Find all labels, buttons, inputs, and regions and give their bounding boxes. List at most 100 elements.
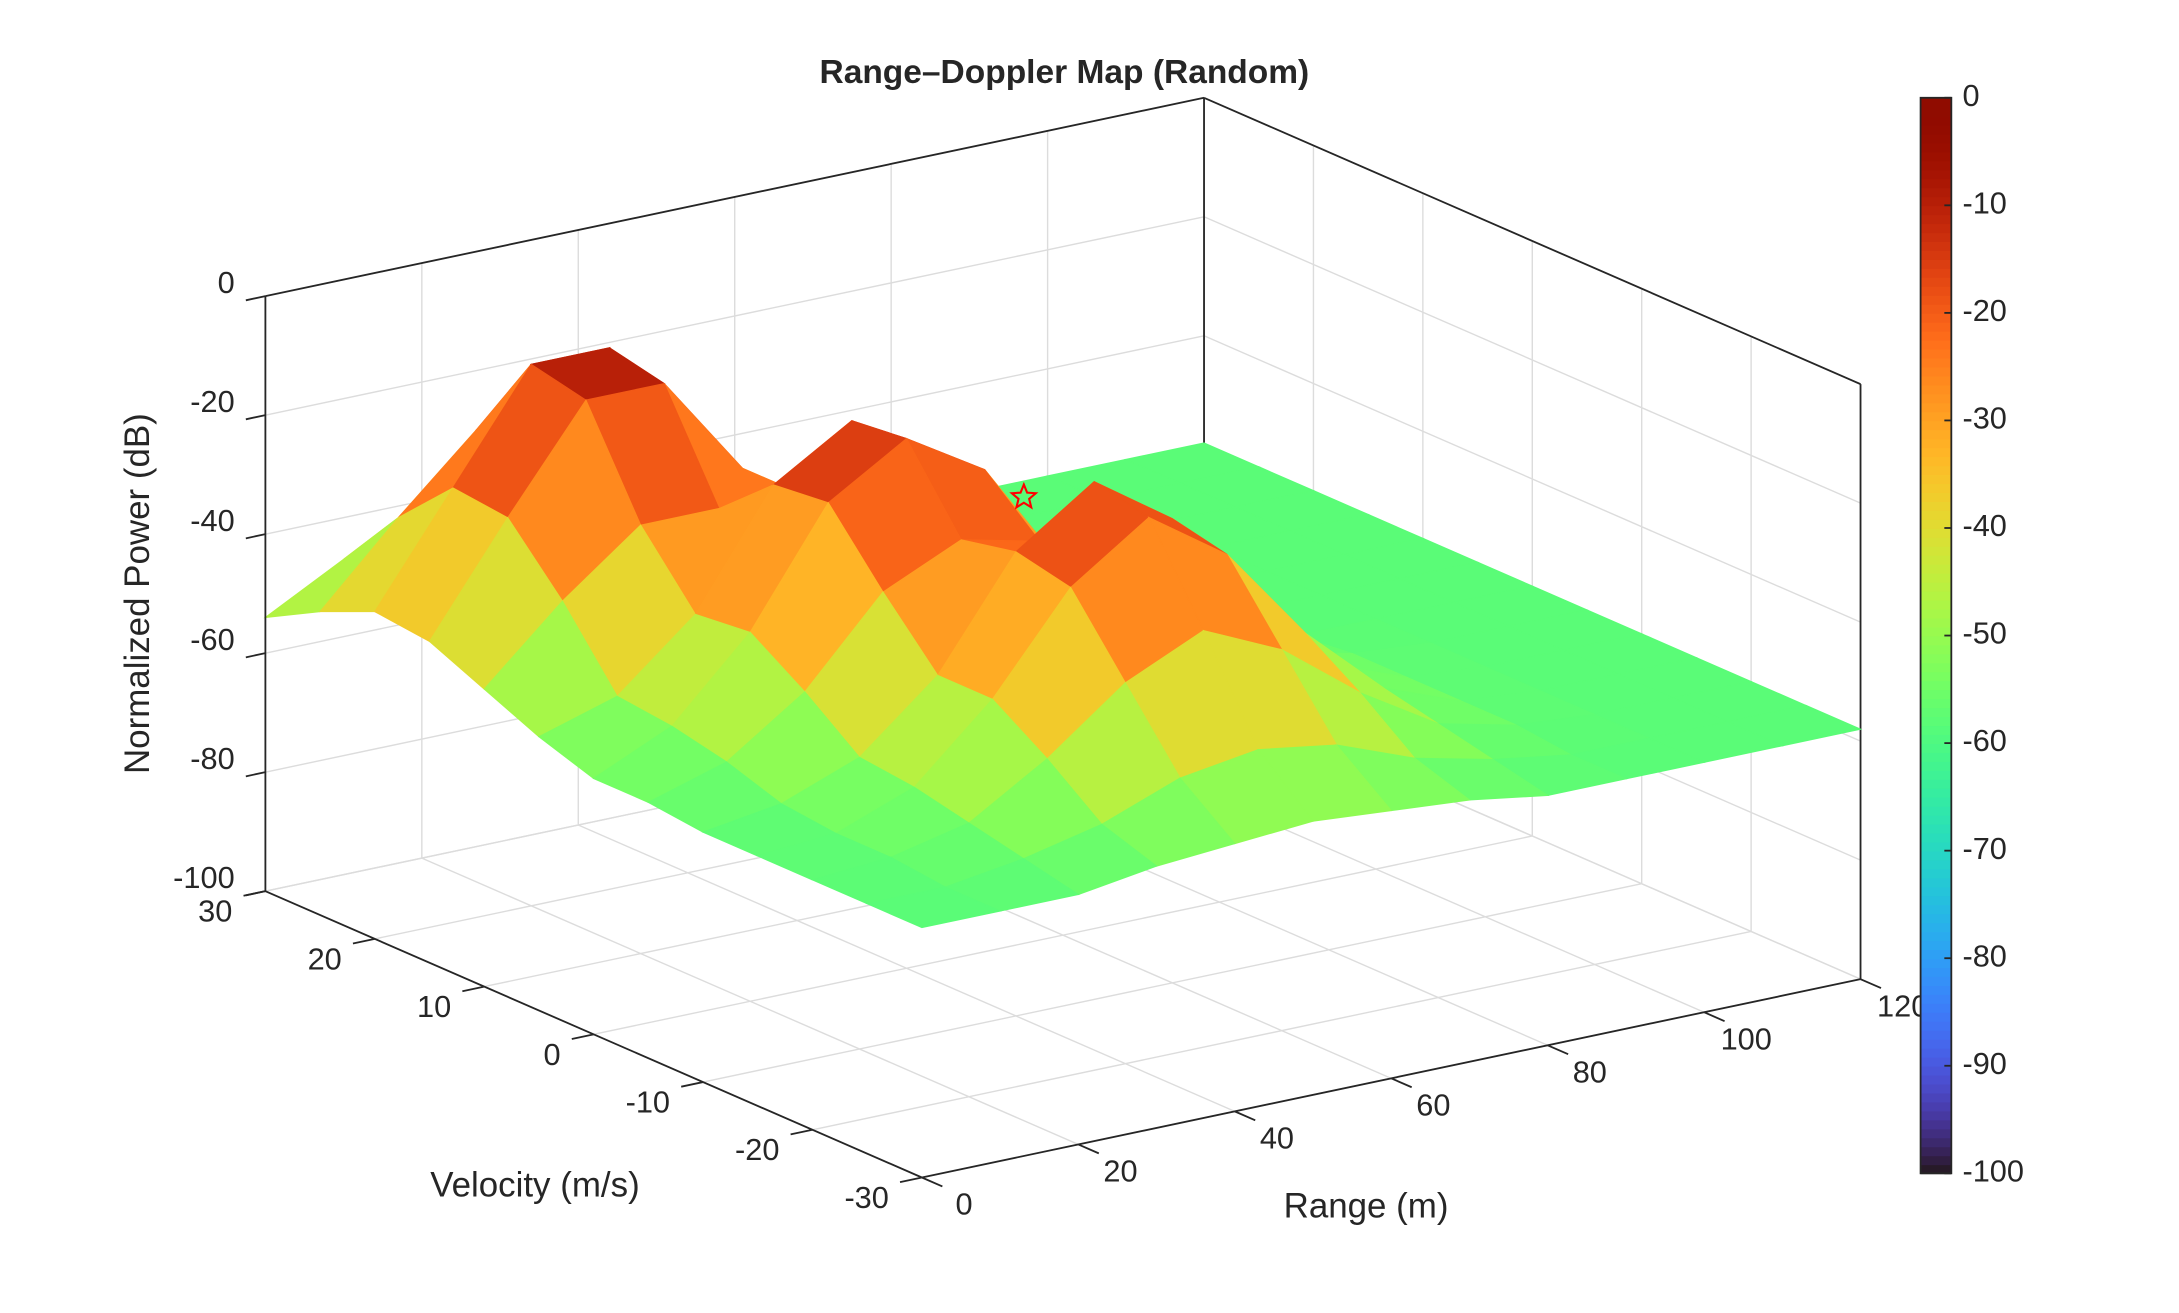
z-tick	[245, 533, 266, 540]
z-tick	[245, 652, 266, 659]
y-tick	[571, 1033, 594, 1040]
colorbar-step	[1920, 241, 1952, 251]
x-tick-label: 40	[1260, 1121, 1294, 1156]
colorbar-step	[1920, 877, 1952, 888]
colorbar-step	[1920, 519, 1952, 529]
colorbar-step	[1920, 545, 1952, 556]
y-tick-label: 0	[544, 1037, 561, 1072]
colorbar-step	[1920, 662, 1952, 673]
colorbar-step	[1920, 1011, 1952, 1022]
colorbar-step	[1920, 761, 1952, 771]
colorbar-step	[1920, 357, 1952, 368]
colorbar-step	[1920, 707, 1952, 718]
y-tick	[243, 890, 266, 897]
colorbar-step	[1920, 734, 1952, 744]
z-tick	[245, 414, 266, 421]
y-tick	[790, 1128, 813, 1136]
colorbar-step	[1920, 994, 1952, 1004]
colorbar-tick-label: 0	[1962, 78, 1979, 113]
x-tick-label: 80	[1573, 1054, 1607, 1089]
colorbar-step	[1920, 348, 1952, 359]
colorbar-step	[1920, 1137, 1952, 1148]
surface-patch	[865, 886, 1002, 929]
z-tick-label: -60	[190, 622, 234, 657]
z-axis-label: Normalized Power (dB)	[118, 413, 157, 774]
colorbar-step	[1920, 1155, 1952, 1166]
x-tick-label: 100	[1721, 1021, 1772, 1056]
z-tick	[245, 771, 266, 778]
colorbar-step	[1920, 375, 1952, 386]
colorbar-step	[1920, 366, 1952, 377]
colorbar-step	[1920, 904, 1952, 915]
z-tick-label: -80	[190, 741, 234, 776]
colorbar-step	[1920, 967, 1952, 977]
colorbar-step	[1920, 1056, 1952, 1067]
colorbar-step	[1920, 447, 1952, 458]
colorbar-step	[1920, 868, 1952, 879]
colorbar-step	[1920, 769, 1952, 780]
colorbar-step	[1920, 187, 1952, 198]
colorbar-step	[1920, 572, 1952, 583]
colorbar-step	[1920, 205, 1952, 216]
colorbar-step	[1920, 259, 1952, 269]
colorbar-step	[1920, 330, 1952, 341]
colorbar-step	[1920, 1047, 1952, 1058]
x-tick-label: 0	[955, 1187, 972, 1222]
x-tick	[1703, 1011, 1725, 1022]
colorbar-step	[1920, 178, 1952, 189]
z-tick	[245, 295, 266, 302]
colorbar-step	[1920, 1119, 1952, 1130]
colorbar-step	[1920, 940, 1952, 951]
x-tick	[1234, 1110, 1256, 1122]
colorbar-step	[1920, 752, 1952, 762]
colorbar-step	[1920, 160, 1952, 171]
colorbar-step	[1920, 124, 1952, 135]
colorbar-step	[1920, 250, 1952, 260]
colorbar-step	[1920, 456, 1952, 467]
colorbar-step	[1920, 796, 1952, 807]
colorbar-step	[1920, 142, 1952, 153]
colorbar-step	[1920, 913, 1952, 924]
colorbar-step	[1920, 976, 1952, 986]
colorbar-step	[1920, 949, 1952, 960]
y-tick-label: 20	[308, 941, 342, 976]
colorbar-step	[1920, 268, 1952, 278]
colorbar-step	[1920, 223, 1952, 234]
colorbar-tick-label: -20	[1962, 293, 2006, 328]
colorbar-step	[1920, 886, 1952, 897]
z-tick-label: -40	[190, 503, 234, 538]
colorbar-step	[1920, 286, 1952, 296]
colorbar-step	[1920, 644, 1952, 655]
colorbar-step	[1920, 465, 1952, 476]
colorbar-step	[1920, 1074, 1952, 1085]
colorbar-step	[1920, 483, 1952, 493]
colorbar-step	[1920, 563, 1952, 574]
colorbar-step	[1920, 778, 1952, 789]
colorbar-step	[1920, 321, 1952, 332]
grid-line	[702, 883, 1642, 1083]
colorbar-step	[1920, 97, 1952, 108]
x-tick	[1077, 1143, 1100, 1155]
colorbar-step	[1920, 1128, 1952, 1139]
colorbar-tick-label: -70	[1962, 831, 2006, 866]
x-tick	[921, 1176, 943, 1188]
colorbar-step	[1920, 554, 1952, 565]
colorbar-step	[1920, 151, 1952, 162]
colorbar-step	[1920, 420, 1952, 431]
colorbar-tick-label: -10	[1962, 185, 2006, 220]
colorbar-step	[1920, 393, 1952, 404]
x-tick	[1390, 1077, 1413, 1089]
colorbar-step	[1920, 608, 1952, 619]
colorbar-step	[1920, 653, 1952, 664]
colorbar-step	[1920, 581, 1952, 592]
colorbar-step	[1920, 536, 1952, 547]
colorbar-tick-label: -50	[1962, 616, 2006, 651]
colorbar-step	[1920, 814, 1952, 825]
colorbar-step	[1920, 133, 1952, 144]
colorbar-step	[1920, 527, 1952, 538]
colorbar-step	[1920, 402, 1952, 413]
target-marker	[1009, 481, 1039, 510]
x-tick-label: 20	[1103, 1154, 1137, 1189]
